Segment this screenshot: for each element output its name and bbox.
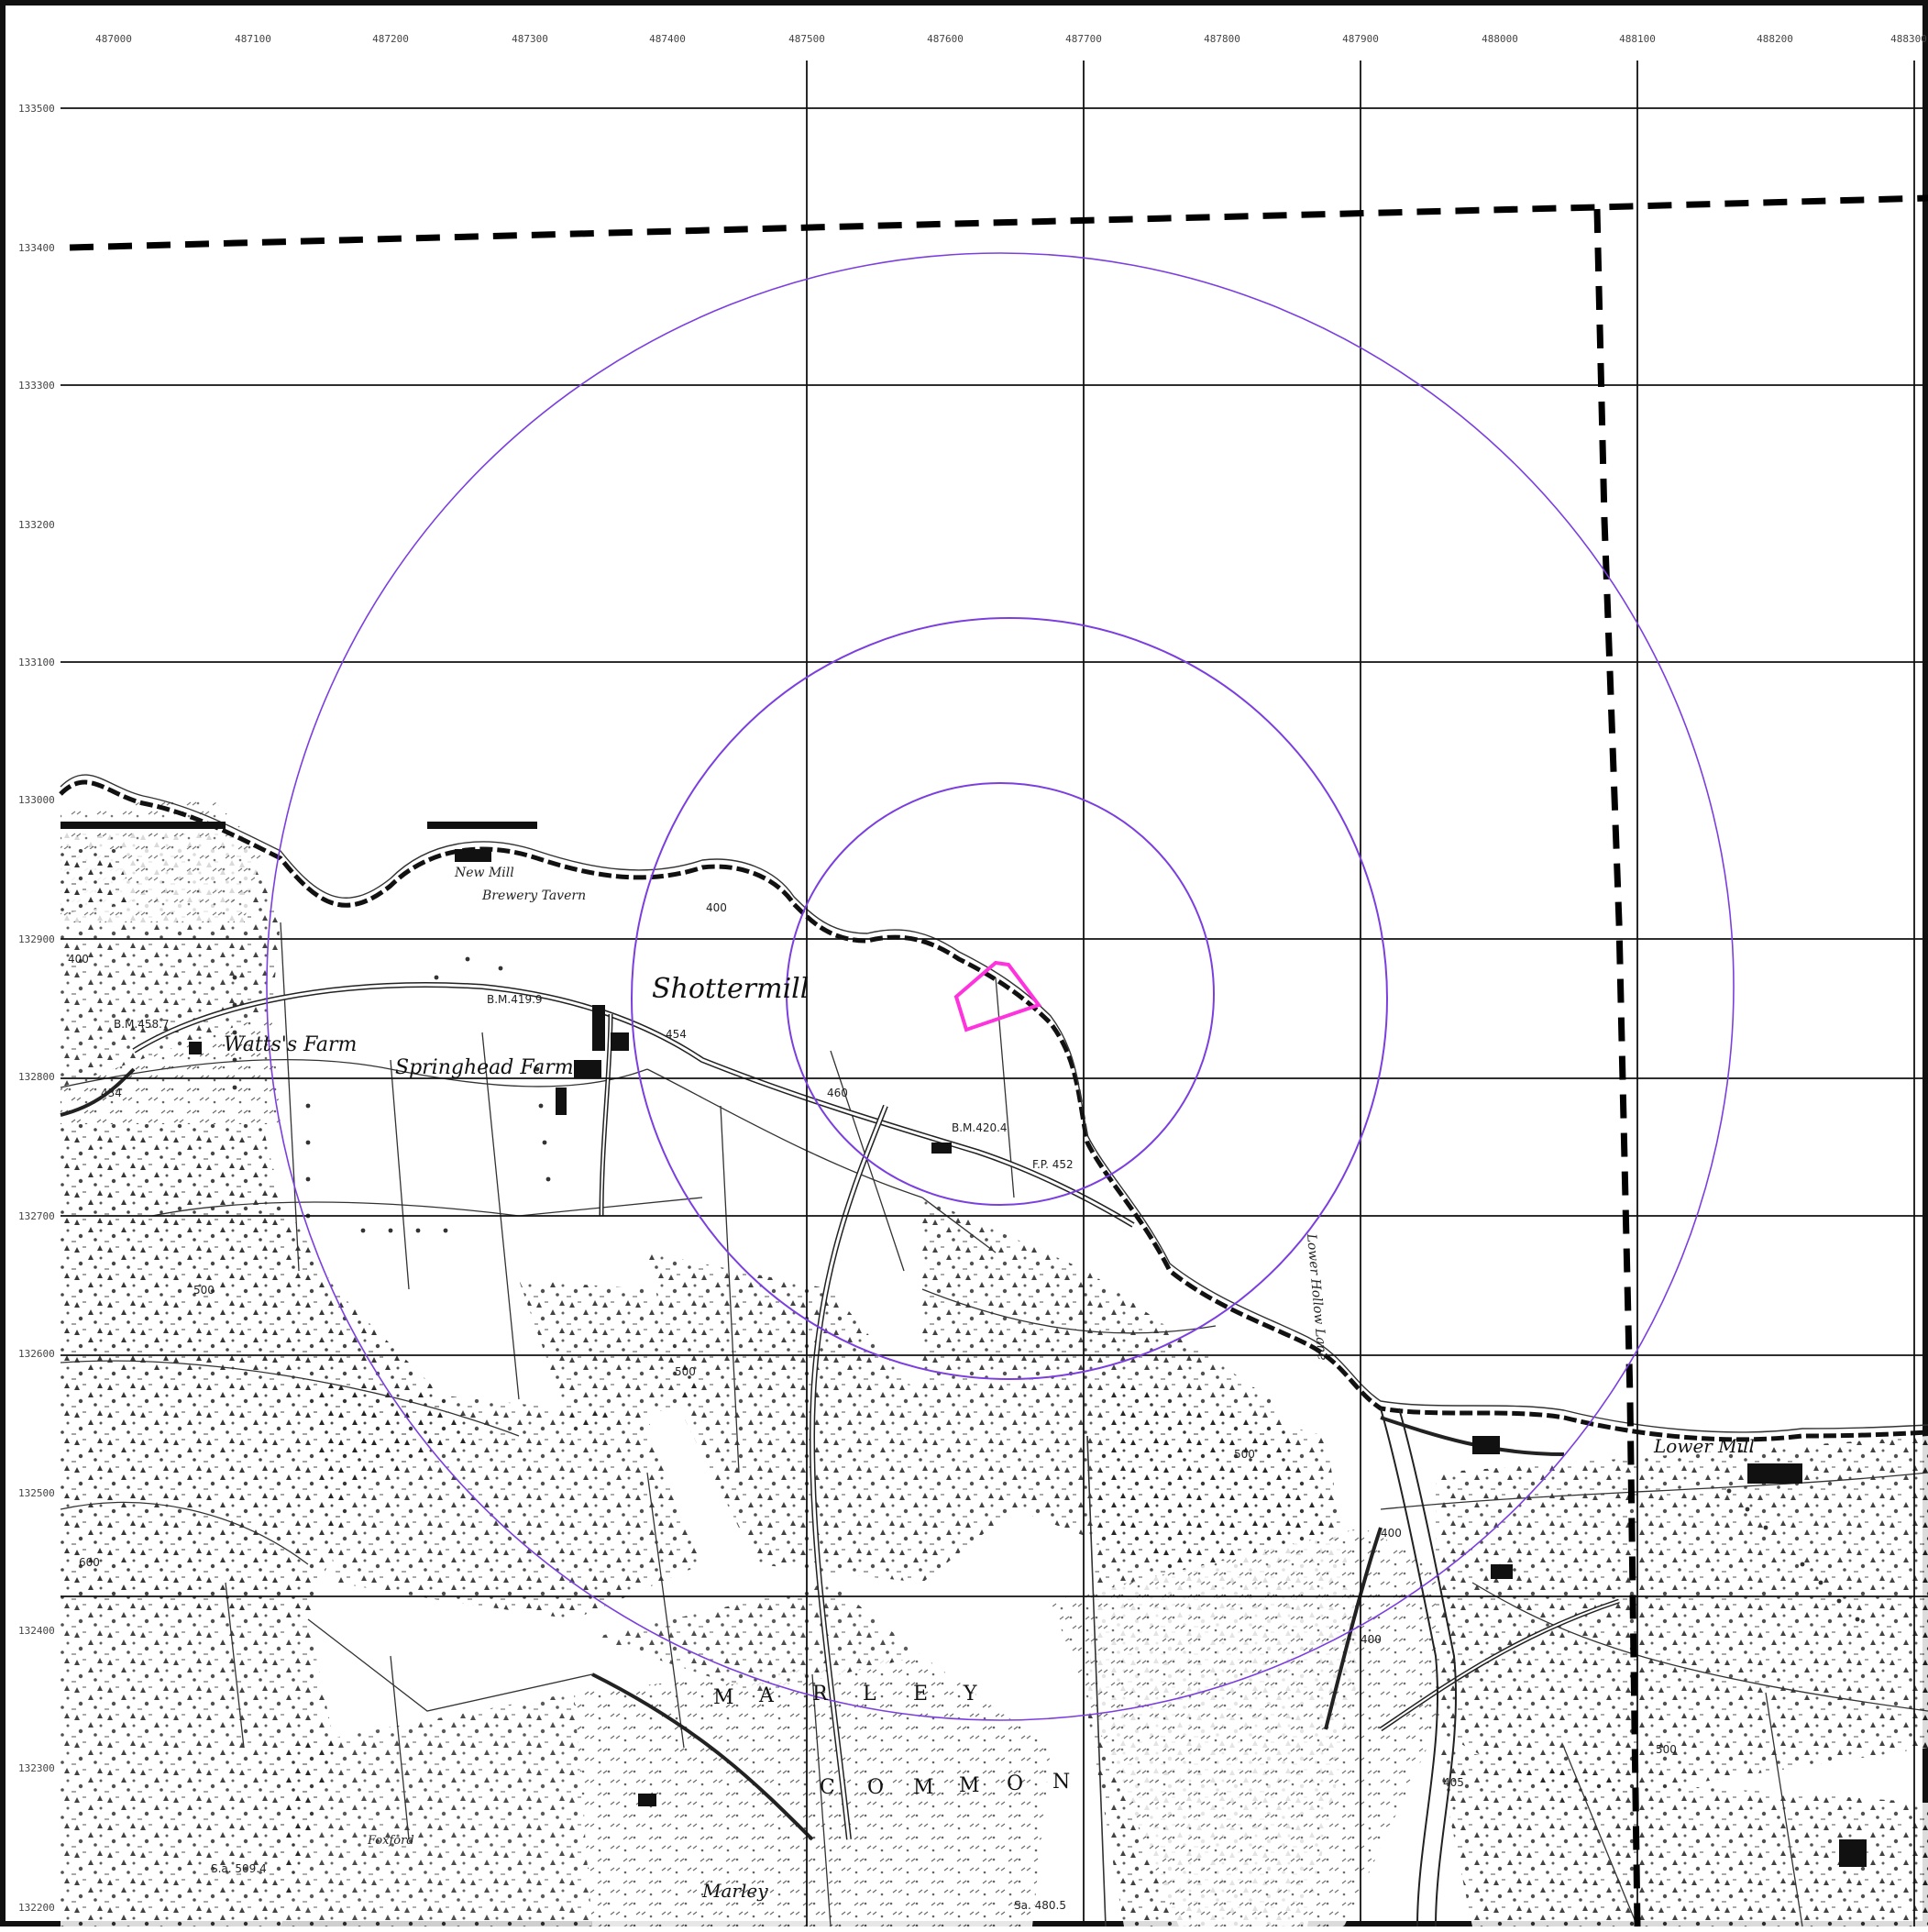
label-height-500: 500 bbox=[675, 1365, 696, 1378]
grid-top-label: 487600 bbox=[927, 33, 964, 45]
label-shottermill: Shottermill bbox=[652, 973, 809, 1005]
dashed-boundary-line bbox=[69, 194, 1928, 1927]
map-labels: Shottermill Watts's Farm Springhead Farm… bbox=[224, 866, 1755, 1902]
label-fp-452: F.P. 452 bbox=[1032, 1158, 1074, 1171]
grid-top-label: 487700 bbox=[1065, 33, 1102, 45]
historic-os-map: 487000 487100 487200 487300 487400 487500 4876… bbox=[18, 33, 1928, 1927]
label-height-454: 454 bbox=[666, 1028, 687, 1041]
label-bm-458: B.M.458.7 bbox=[114, 1018, 170, 1031]
label-height-460: 460 bbox=[827, 1087, 848, 1099]
grid-left-label: 133100 bbox=[18, 657, 55, 668]
label-lower-hollow-lane: Lower Hollow Lane bbox=[1304, 1232, 1329, 1361]
label-height-434: 434 bbox=[101, 1087, 122, 1099]
label-height-500: 500 bbox=[1234, 1448, 1255, 1461]
grid-left-label: 132300 bbox=[18, 1762, 55, 1774]
marley-letter: E bbox=[913, 1683, 930, 1706]
woodland-areas bbox=[61, 794, 1928, 1926]
grid-left-label: 133000 bbox=[18, 794, 55, 806]
grid-left-label: 132600 bbox=[18, 1348, 55, 1360]
label-bm-420: B.M.420.4 bbox=[952, 1121, 1008, 1134]
buffer-rings bbox=[266, 252, 1735, 1721]
label-brewery: Brewery Tavern bbox=[481, 889, 586, 903]
label-height-400: 400 bbox=[706, 901, 727, 914]
label-foxford: Foxford bbox=[367, 1834, 414, 1848]
label-watts-farm: Watts's Farm bbox=[224, 1033, 357, 1056]
common-letter: O bbox=[1007, 1772, 1025, 1795]
buildings bbox=[61, 822, 1867, 1867]
buffer-ring-middle bbox=[631, 617, 1388, 1380]
label-bm-419: B.M.419.9 bbox=[487, 993, 543, 1006]
hedge-rows bbox=[232, 956, 1860, 1622]
roads bbox=[60, 982, 1620, 1841]
common-letter: N bbox=[1052, 1771, 1072, 1794]
label-height-500: 500 bbox=[193, 1284, 215, 1297]
grid-top-label: 487500 bbox=[788, 33, 825, 45]
grid-top-labels: 487000 487100 487200 487300 487400 487500 4876… bbox=[95, 33, 1927, 45]
grid-top-label: 488200 bbox=[1757, 33, 1793, 45]
buffer-ring-inner bbox=[786, 782, 1215, 1206]
grid-left-label: 133500 bbox=[18, 103, 55, 115]
marley-letter: M bbox=[713, 1686, 736, 1709]
common-letter: C bbox=[820, 1776, 837, 1799]
grid-top-label: 487800 bbox=[1204, 33, 1240, 45]
grid-left-label: 132200 bbox=[18, 1902, 55, 1914]
grid-left-label: 133200 bbox=[18, 519, 55, 531]
marley-letter: R bbox=[812, 1683, 830, 1706]
label-springhead-farm: Springhead Farm bbox=[395, 1056, 574, 1079]
label-height-600: 600 bbox=[79, 1556, 100, 1569]
marley-letter: Y bbox=[963, 1683, 979, 1706]
buffer-ring-outer bbox=[266, 252, 1735, 1721]
grid-left-label: 132900 bbox=[18, 933, 55, 945]
spot-heights: B.M.458.7 B.M.419.9 B.M.420.4 F.P. 452 4… bbox=[68, 901, 1677, 1912]
label-height-400: 400 bbox=[1381, 1527, 1402, 1540]
grid-top-label: 487900 bbox=[1342, 33, 1379, 45]
label-height-405: 405 bbox=[1443, 1776, 1464, 1789]
grid-top-label: 487000 bbox=[95, 33, 132, 45]
grid-left-label: 132700 bbox=[18, 1210, 55, 1222]
marley-letter: L bbox=[863, 1683, 878, 1706]
grid-top-label: 487400 bbox=[649, 33, 686, 45]
grid-top-label: 488000 bbox=[1482, 33, 1518, 45]
common-letter: M bbox=[959, 1774, 982, 1797]
label-height-400: 400 bbox=[1361, 1633, 1382, 1646]
label-new-mill: New Mill bbox=[454, 866, 514, 880]
grid-top-label: 488300 bbox=[1890, 33, 1927, 45]
label-marley-hamlet: Marley bbox=[701, 1880, 768, 1902]
label-marley-common: M A R L E Y C O M M O N bbox=[713, 1683, 1072, 1799]
site-boundary-polygon[interactable] bbox=[953, 960, 1042, 1032]
label-sa-509: S.a. 509.4 bbox=[211, 1862, 267, 1875]
label-height-500: 500 bbox=[1656, 1743, 1677, 1756]
grid-top-label: 487100 bbox=[235, 33, 271, 45]
grid-top-label: 488100 bbox=[1619, 33, 1656, 45]
grid-lines bbox=[61, 61, 1928, 1926]
grid-left-label: 132500 bbox=[18, 1487, 55, 1499]
common-letter: O bbox=[867, 1776, 886, 1799]
grid-left-label: 132400 bbox=[18, 1625, 55, 1637]
grid-left-label: 132800 bbox=[18, 1071, 55, 1083]
grid-left-labels: 133500 133400 133300 133200 133100 133000 1329… bbox=[18, 103, 55, 1914]
marley-letter: A bbox=[758, 1684, 776, 1707]
label-sa-480: Sa. 480.5 bbox=[1014, 1899, 1066, 1912]
label-height-400: 400 bbox=[68, 953, 89, 966]
grid-left-label: 133300 bbox=[18, 380, 55, 392]
grid-top-label: 487300 bbox=[512, 33, 548, 45]
grid-left-label: 133400 bbox=[18, 242, 55, 254]
label-lower-mill: Lower Mill bbox=[1653, 1435, 1755, 1457]
common-letter: M bbox=[913, 1776, 936, 1799]
grid-top-label: 487200 bbox=[372, 33, 409, 45]
